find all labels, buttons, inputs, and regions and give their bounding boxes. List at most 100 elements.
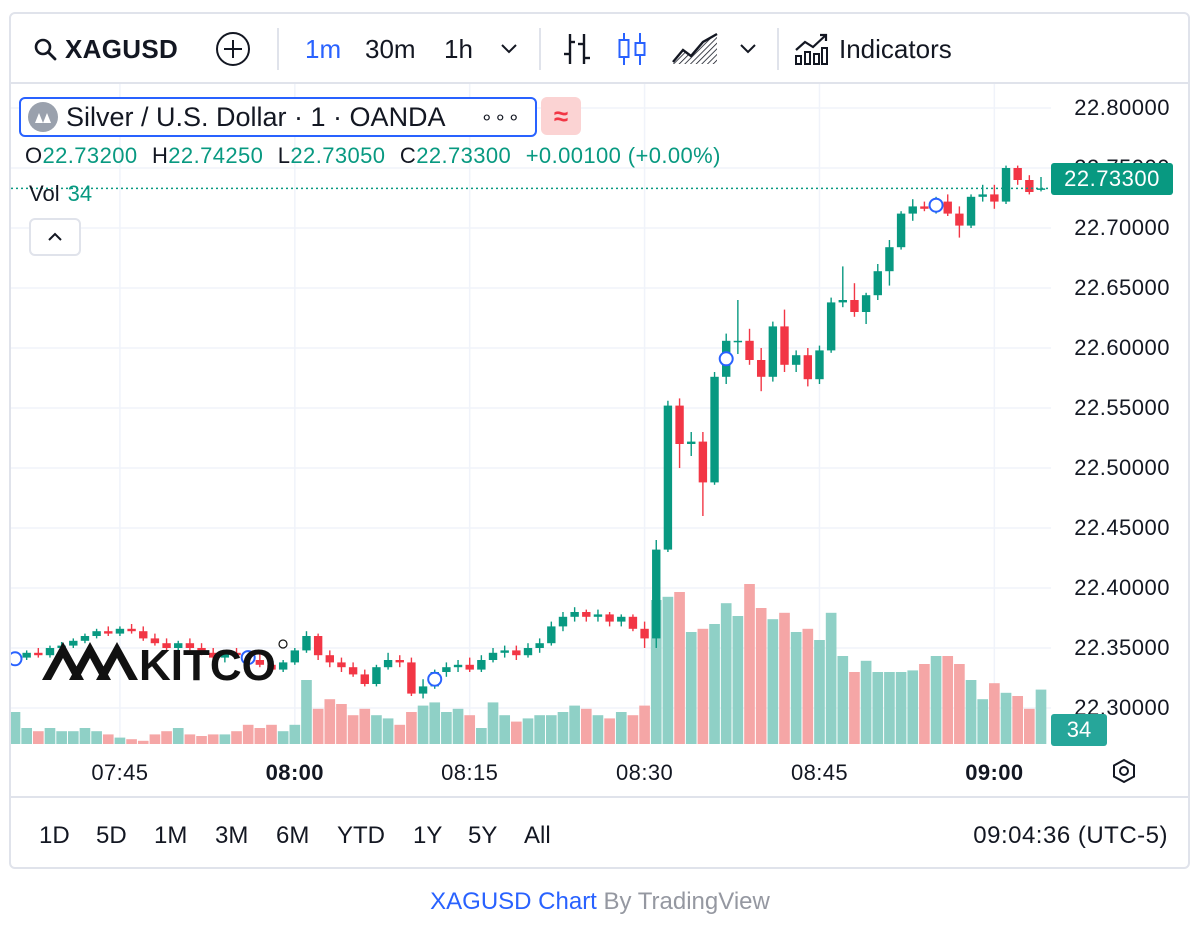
volume-bar (650, 600, 662, 744)
volume-bar (1012, 696, 1024, 744)
interval-30m[interactable]: 30m (365, 33, 416, 64)
chart-widget: XAGUSD 1m 30m 1h Indicators (9, 12, 1190, 869)
volume-bar (207, 734, 219, 744)
volume-bar (382, 718, 394, 744)
volume-bar (114, 737, 126, 744)
range-5d[interactable]: 5D (96, 822, 127, 849)
volume-bar (91, 731, 102, 744)
volume-bar (56, 731, 67, 744)
kitco-logo-icon: KITCO (42, 639, 288, 690)
candle-body (278, 662, 288, 670)
chart-pane[interactable]: KITCO Silver / U.S. Dollar · 1 · OANDA ∘… (11, 84, 1188, 746)
volume-bar (837, 656, 849, 744)
range-all[interactable]: All (524, 822, 551, 849)
volume-bar (557, 712, 569, 744)
volume-bar (196, 736, 207, 744)
volume-bar (545, 715, 557, 744)
range-5y[interactable]: 5Y (468, 822, 498, 849)
range-1d[interactable]: 1D (39, 822, 70, 849)
volume-bars (11, 584, 1047, 744)
area-style-button[interactable] (671, 31, 719, 67)
volume-bar (371, 715, 382, 744)
ohlc-readout: O22.73200 H22.74250 L22.73050 C22.73300 … (25, 143, 721, 169)
volume-bar (184, 734, 196, 744)
legend-more-button[interactable]: ∘∘∘ (480, 107, 521, 129)
chart-type-dropdown[interactable] (739, 31, 757, 67)
candle-body (733, 340, 743, 343)
volume-bar (137, 740, 149, 744)
time-axis[interactable]: 07:45 08:00 08:15 08:30 08:45 09:00 (11, 744, 1188, 798)
volume-bar (674, 592, 685, 744)
volume-bar (779, 612, 790, 744)
volume-bar (219, 734, 231, 744)
candle-body (313, 636, 323, 656)
volume-bar (592, 715, 604, 744)
volume-bar (907, 670, 919, 744)
volume-bar (429, 702, 441, 744)
price-tick-label: 22.80000 (1074, 95, 1170, 120)
compare-add-button[interactable] (215, 31, 251, 67)
symbol-search[interactable]: XAGUSD (33, 31, 178, 67)
interval-dropdown[interactable] (500, 31, 518, 67)
volume-bar (11, 712, 21, 744)
candle-body (861, 295, 871, 312)
candle-body (139, 631, 148, 639)
range-1y[interactable]: 1Y (413, 822, 443, 849)
volume-bar (254, 728, 266, 744)
candle-body (675, 405, 684, 444)
timezone-clock[interactable]: 09:04:36 (UTC-5) (973, 822, 1168, 849)
attribution-link[interactable]: XAGUSD Chart (430, 888, 597, 915)
volume-bar (697, 628, 709, 744)
volume-bar (872, 672, 884, 744)
range-3m[interactable]: 3M (215, 822, 249, 849)
range-1m[interactable]: 1M (154, 822, 188, 849)
volume-bar (79, 728, 91, 744)
candle-body (570, 612, 579, 617)
settings-hexagon-icon (1113, 758, 1135, 784)
delayed-data-badge[interactable]: ≈ (541, 97, 581, 135)
low-key: L (277, 143, 291, 168)
toolbar-divider (539, 28, 541, 70)
volume-bar (989, 683, 1000, 744)
interval-1h[interactable]: 1h (444, 33, 473, 64)
volume-bar (487, 702, 499, 744)
candle-body (290, 650, 300, 663)
toolbar-divider (277, 28, 279, 70)
open-value: 22.73200 (42, 143, 138, 168)
collapse-legend-button[interactable] (29, 218, 81, 256)
volume-readout: Vol 34 (29, 181, 92, 207)
candle-body (605, 614, 614, 622)
chart-settings-button[interactable] (1111, 758, 1137, 789)
chevron-up-icon (48, 232, 62, 241)
candle-body (523, 648, 533, 656)
candles-style-button[interactable] (616, 31, 648, 67)
indicators-button[interactable]: Indicators (793, 31, 952, 67)
volume-bar (347, 715, 359, 744)
chevron-down-icon (501, 44, 517, 54)
event-marker (928, 197, 944, 213)
bars-style-button[interactable] (561, 31, 593, 67)
price-tick-label: 22.45000 (1074, 515, 1170, 540)
interval-1m[interactable]: 1m (305, 33, 342, 64)
candle-body (756, 360, 766, 377)
candle-body (512, 650, 521, 656)
volume-bar (860, 660, 872, 744)
volume-bar (126, 739, 137, 744)
volume-bar (522, 718, 534, 744)
candle-body (1013, 168, 1022, 180)
candle-body (640, 628, 649, 639)
top-toolbar: XAGUSD 1m 30m 1h Indicators (11, 14, 1188, 84)
volume-bar (802, 628, 814, 744)
candle-body (45, 648, 55, 656)
price-tick-label: 22.50000 (1074, 455, 1170, 480)
range-ytd[interactable]: YTD (337, 822, 385, 849)
range-6m[interactable]: 6M (276, 822, 310, 849)
volume-bar (580, 708, 592, 744)
volume-bar (44, 728, 56, 744)
volume-bar (312, 708, 324, 744)
candle-body (850, 300, 859, 312)
high-key: H (152, 143, 169, 168)
volume-bar (627, 715, 639, 744)
symbol-legend[interactable]: Silver / U.S. Dollar · 1 · OANDA ∘∘∘ (19, 97, 537, 137)
volume-bar (825, 612, 837, 744)
